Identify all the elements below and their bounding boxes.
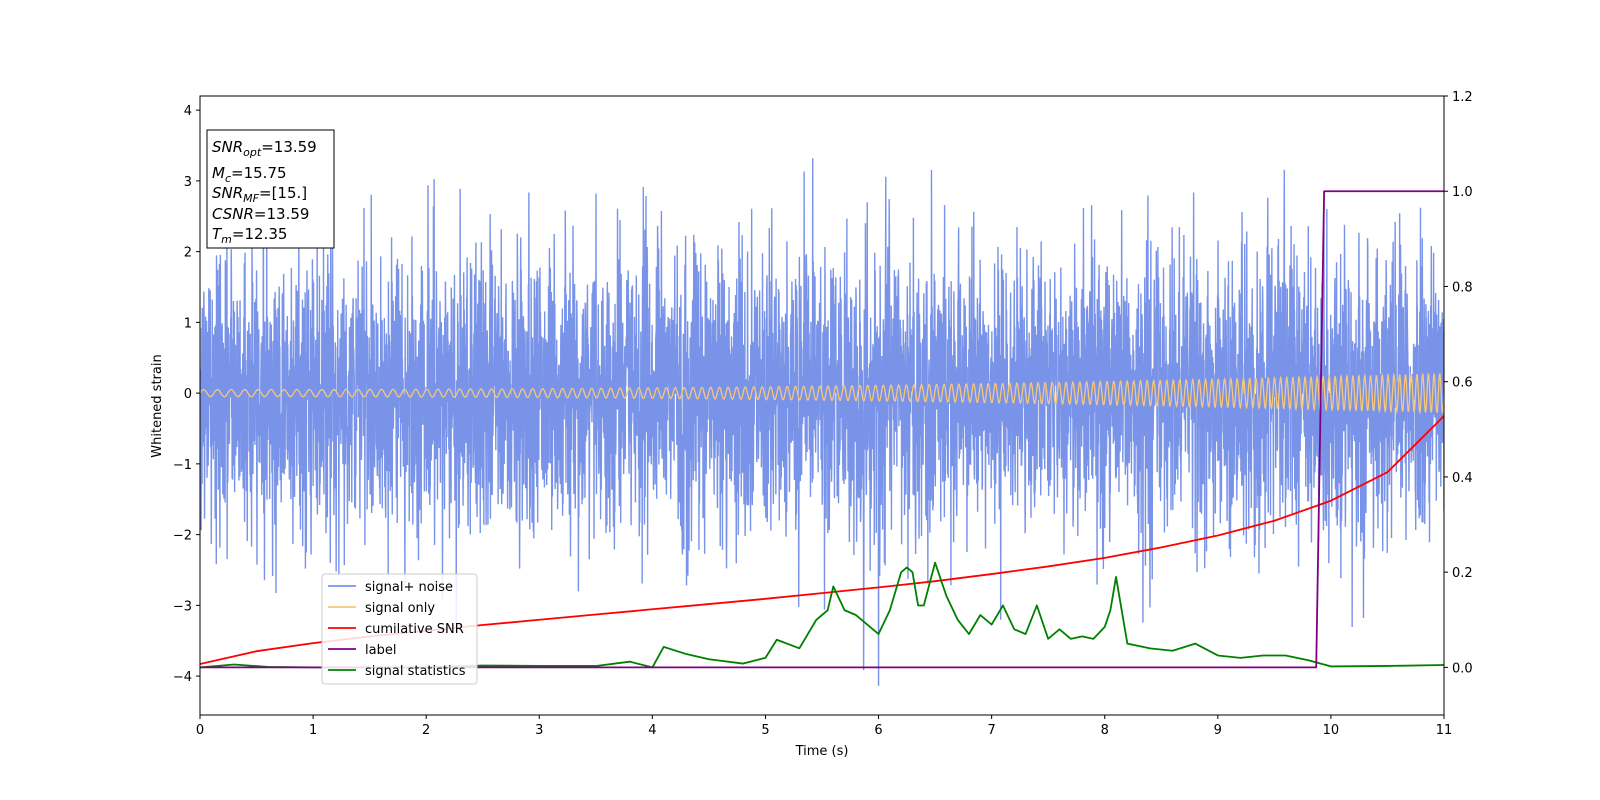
y-tick-label: 2 xyxy=(184,246,192,261)
y-tick-label: −2 xyxy=(173,529,192,544)
y-tick-label: −4 xyxy=(173,670,192,685)
x-tick-label: 4 xyxy=(648,723,656,738)
y2-tick-label: 0.4 xyxy=(1452,471,1473,486)
annotation-line: CSNR=13.59 xyxy=(212,205,309,223)
annotation-line: Mc=15.75 xyxy=(212,164,287,185)
y-tick-label: 1 xyxy=(184,316,192,331)
x-axis-label: Time (s) xyxy=(795,744,849,759)
y2-tick-label: 0.8 xyxy=(1452,280,1473,295)
annotation-line: SNRopt=13.59 xyxy=(212,138,317,159)
y-tick-label: −1 xyxy=(173,458,192,473)
x-tick-label: 6 xyxy=(874,723,882,738)
annotation-box: SNRopt=13.59 Mc=15.75SNRMF=[15.]CSNR=13.5… xyxy=(206,129,335,249)
x-axis: 0 1 2 3 4 5 6 7 8 9 10 11 xyxy=(196,715,1452,738)
legend: signal+ noise signal only cumilative SNR la… xyxy=(321,573,478,685)
y2-tick-label: 1.2 xyxy=(1452,90,1473,105)
annotation-line: SNRMF=[15.] xyxy=(212,184,307,205)
y2-tick-label: 0.0 xyxy=(1452,661,1473,676)
x-tick-label: 9 xyxy=(1214,723,1222,738)
x-tick-label: 8 xyxy=(1101,723,1109,738)
legend-label: signal only xyxy=(365,601,435,616)
axes-frame xyxy=(199,95,1445,716)
x-tick-label: 7 xyxy=(987,723,995,738)
x-tick-label: 5 xyxy=(761,723,769,738)
y-tick-label: −3 xyxy=(173,599,192,614)
y2-tick-label: 0.6 xyxy=(1452,376,1473,391)
y-axis-label: Whitened strain xyxy=(150,354,165,457)
y-tick-label: 4 xyxy=(184,104,192,119)
legend-label: signal+ noise xyxy=(365,580,453,595)
x-tick-label: 1 xyxy=(309,723,317,738)
x-tick-label: 10 xyxy=(1323,723,1340,738)
series-label xyxy=(200,190,1444,669)
x-tick-label: 2 xyxy=(422,723,430,738)
annotation-line: Tm=12.35 xyxy=(212,225,287,246)
series-signal-only xyxy=(200,372,1444,415)
y2-tick-label: 0.2 xyxy=(1452,566,1473,581)
legend-label: cumilative SNR xyxy=(365,622,464,637)
y-tick-label: 0 xyxy=(184,387,192,402)
x-tick-label: 0 xyxy=(196,723,204,738)
y-axis-right: 0.0 0.2 0.4 0.6 0.8 1.0 1.2 xyxy=(1444,90,1473,676)
y-tick-label: 3 xyxy=(184,175,192,190)
legend-frame xyxy=(321,573,478,685)
legend-label: label xyxy=(365,643,396,658)
x-tick-label: 3 xyxy=(535,723,543,738)
y-axis-left: −4 −3 −2 −1 0 1 2 3 4 xyxy=(173,104,200,685)
y2-tick-label: 1.0 xyxy=(1452,185,1473,200)
x-tick-label: 11 xyxy=(1436,723,1453,738)
annotation-frame xyxy=(206,129,335,249)
legend-label: signal statistics xyxy=(365,664,466,679)
